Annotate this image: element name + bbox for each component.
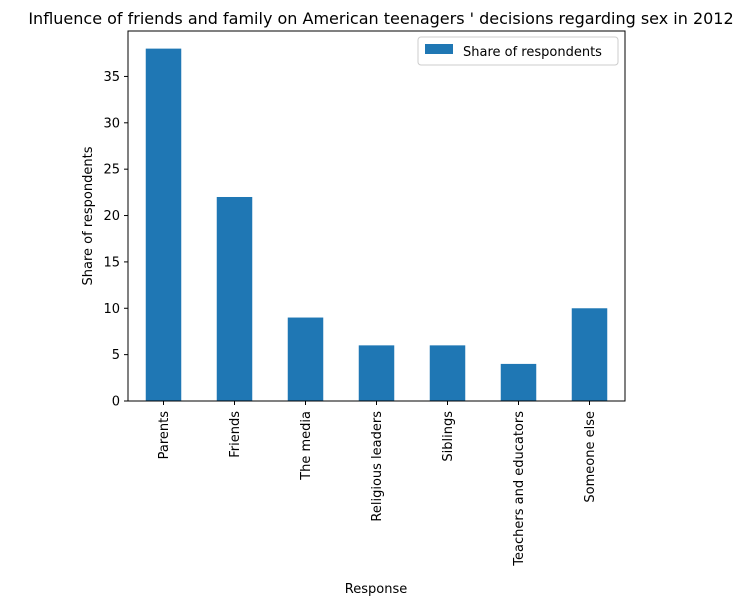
x-tick-label: Siblings	[441, 411, 456, 462]
y-tick-label: 20	[103, 209, 120, 224]
x-tick-label: Someone else	[583, 411, 598, 503]
bar-someone-else	[571, 308, 608, 401]
x-tick-label: Teachers and educators	[512, 411, 527, 567]
chart-title: Influence of friends and family on Ameri…	[28, 9, 733, 28]
y-tick-label: 15	[103, 255, 120, 270]
bar-parents	[145, 48, 182, 402]
x-tick-label: Friends	[228, 411, 243, 458]
y-tick-label: 5	[112, 348, 120, 363]
bar-siblings	[429, 345, 466, 401]
legend-box	[417, 36, 619, 66]
x-axis-label: Response	[345, 582, 407, 597]
bar-friends	[216, 196, 253, 401]
y-tick-label: 35	[103, 70, 120, 85]
legend-swatch	[425, 44, 453, 54]
y-tick-label: 10	[103, 302, 120, 317]
y-axis-label: Share of respondents	[81, 146, 96, 285]
bar-religious-leaders	[358, 345, 395, 401]
bar-teachers-and-educators	[500, 363, 537, 401]
legend: Share of respondents	[417, 36, 619, 66]
y-tick-label: 0	[112, 395, 120, 410]
x-tick-label: Religious leaders	[370, 411, 385, 522]
bar-the-media	[287, 317, 324, 401]
legend-label: Share of respondents	[463, 45, 602, 60]
x-tick-label: The media	[299, 411, 314, 481]
x-axis: Parents Friends The media Religious leaders…	[157, 401, 598, 567]
x-tick-label: Parents	[157, 411, 172, 460]
y-tick-label: 30	[103, 116, 120, 131]
y-tick-label: 25	[103, 163, 120, 178]
y-axis: 0 5 10 15 20 25 30 35	[103, 70, 128, 410]
bars-group	[145, 48, 608, 402]
